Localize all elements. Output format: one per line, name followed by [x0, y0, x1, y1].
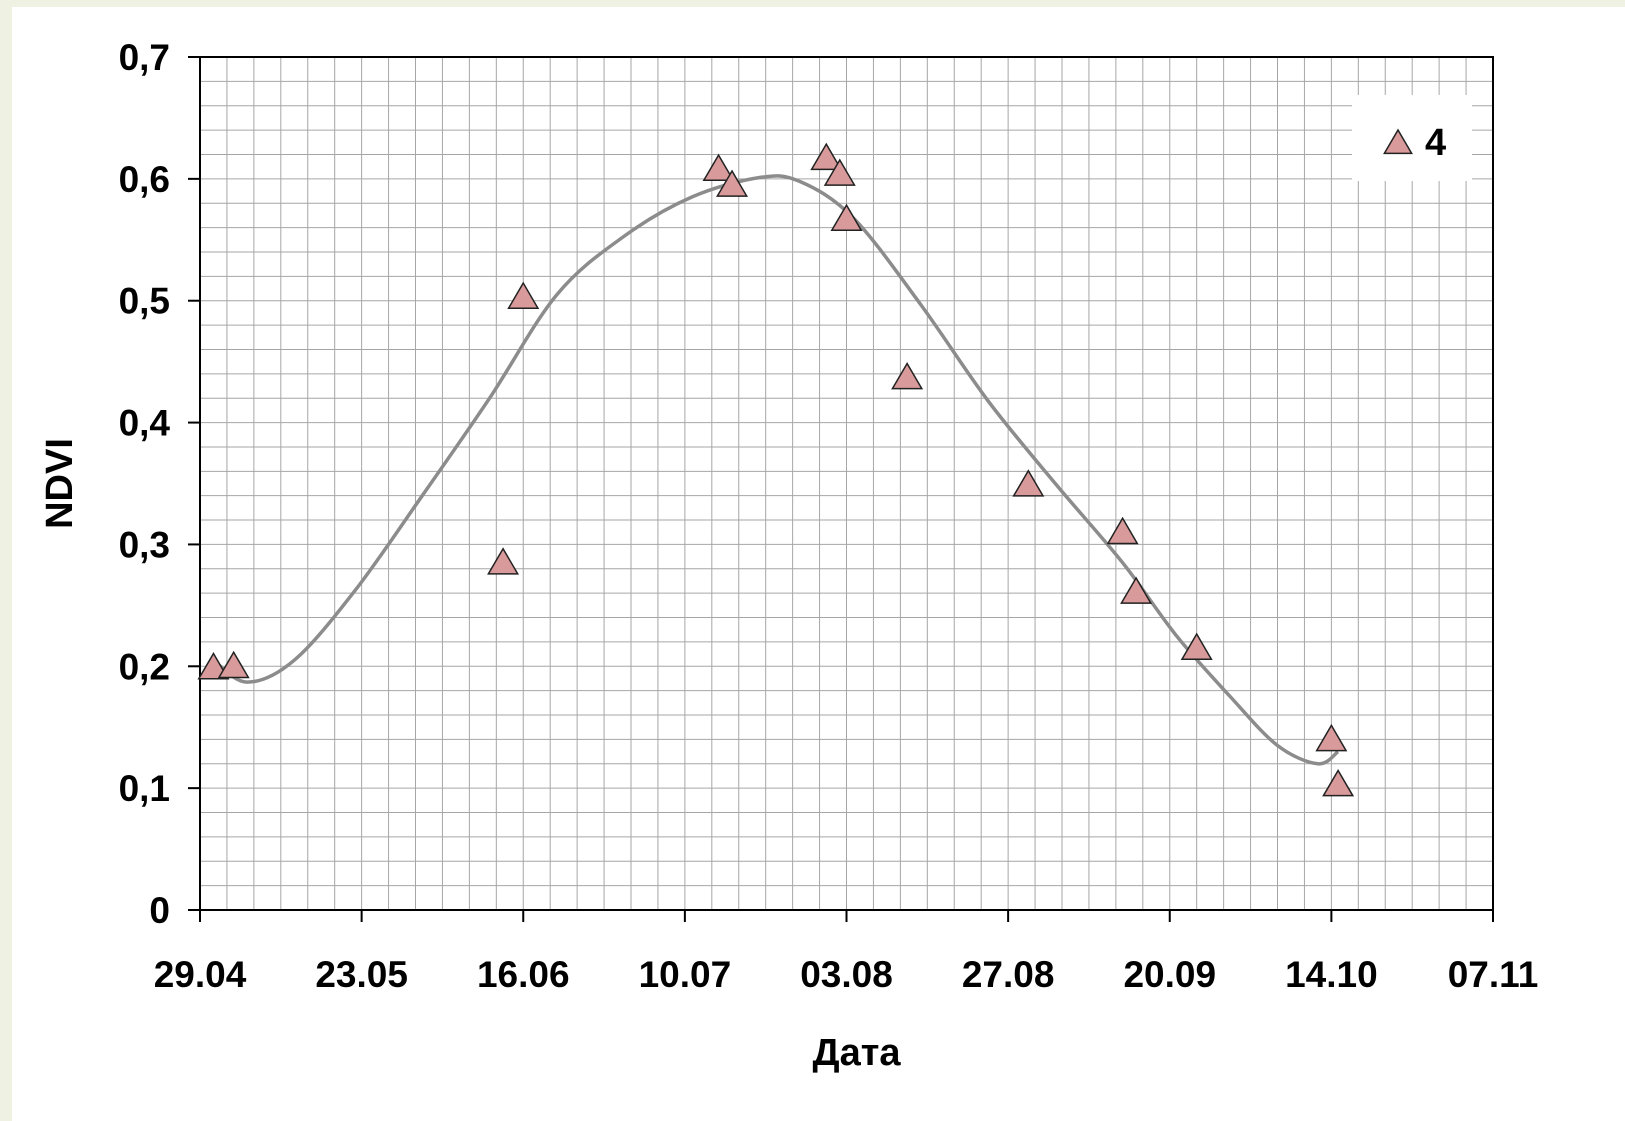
data-point-triangle [1012, 469, 1045, 497]
x-tick-label: 20.09 [1123, 954, 1216, 995]
y-axis-title: NDVI [39, 438, 81, 529]
data-point-triangle [702, 153, 735, 182]
x-tick-label: 29.04 [154, 954, 247, 995]
x-tick-label: 27.08 [962, 954, 1055, 995]
x-tick-label: 23.05 [315, 954, 408, 995]
data-point-triangle [217, 650, 250, 679]
x-tick-label: 14.10 [1285, 954, 1378, 995]
y-tick-label: 0,2 [119, 646, 170, 687]
grid [200, 57, 1493, 910]
y-tick-label: 0,6 [119, 159, 170, 200]
ndvi-chart: 0 0,1 0,2 0,3 0,4 0,5 0,6 0,7 29.04 23.05 16.06 10.… [39, 37, 1539, 1074]
legend-box [1352, 95, 1472, 181]
y-tick-label: 0 [149, 890, 170, 931]
chart-frame: 0 0,1 0,2 0,3 0,4 0,5 0,6 0,7 29.04 23.05 16.06 10.… [12, 7, 1625, 1121]
data-point-triangle [1315, 723, 1348, 752]
x-tick-label: 03.08 [800, 954, 893, 995]
data-point-triangle [1106, 516, 1139, 545]
x-tick-label: 10.07 [639, 954, 732, 995]
data-point-triangle [830, 203, 863, 232]
data-point-triangle [487, 547, 520, 575]
data-point-triangle [1322, 768, 1355, 797]
x-tick-label: 16.06 [477, 954, 570, 995]
x-tick-label: 07.11 [1448, 954, 1539, 995]
y-tick-label: 0,7 [119, 37, 170, 78]
y-tick-label: 0,1 [119, 768, 170, 809]
data-point-triangle [197, 652, 230, 680]
data-point-triangle [810, 142, 843, 171]
legend-marker [1383, 128, 1413, 155]
data-point-triangle [1120, 576, 1153, 604]
data-point-triangle [891, 361, 924, 390]
y-tick-label: 0,5 [119, 281, 170, 322]
x-axis-title: Дата [813, 1032, 902, 1074]
y-tick-label: 0,3 [119, 524, 170, 565]
y-tick-label: 0,4 [119, 403, 171, 444]
data-point-triangle [716, 169, 749, 197]
data-point-triangle [823, 158, 856, 186]
legend-label: 4 [1425, 122, 1446, 164]
data-point-triangle [1180, 632, 1213, 660]
legend: 4 [1352, 95, 1472, 181]
data-point-triangle [507, 281, 540, 310]
